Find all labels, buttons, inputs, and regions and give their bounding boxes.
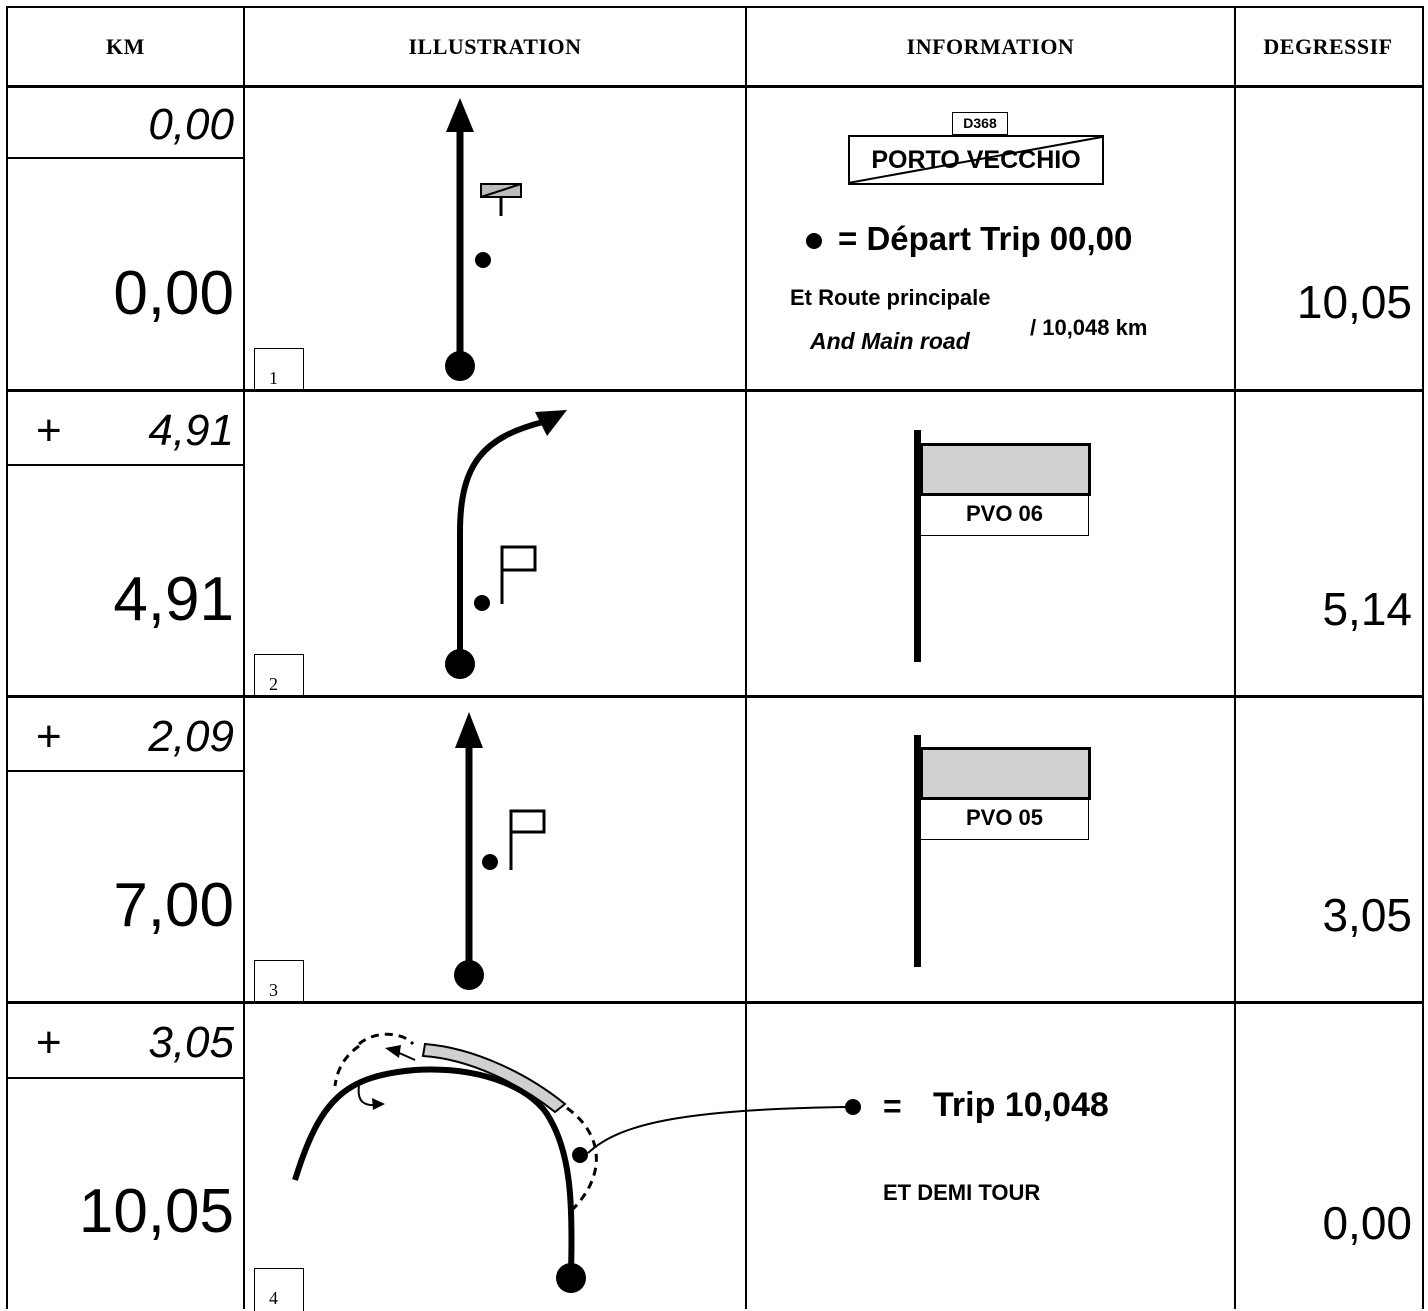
column-divider-km — [243, 6, 245, 1309]
row1-number: 1 — [269, 368, 278, 388]
row3-straight-arrow-diagram — [454, 712, 546, 990]
row1-km-separator — [6, 157, 243, 159]
row4-plus-sign: + — [36, 1018, 62, 1067]
row1-straight-arrow-diagram — [445, 98, 522, 381]
row2-right-curve-arrow-diagram — [445, 410, 567, 679]
row4-u-turn-diagram — [292, 1032, 598, 1293]
column-divider-information — [1234, 6, 1236, 1309]
row-divider-2 — [6, 695, 1422, 698]
depart-trip-text: = Départ Trip 00,00 — [838, 220, 1133, 257]
main-road-text: And Main road — [810, 328, 970, 354]
row2-sign-label-box: PVO 06 — [920, 493, 1089, 536]
row3-sign-post — [914, 735, 921, 967]
row2-sign-text: PVO 06 — [965, 501, 1044, 526]
row2-partial-distance: 4,91 — [148, 406, 234, 455]
road-number: D368 — [963, 115, 997, 131]
row2-sign-post — [914, 430, 921, 662]
row2-number-box: 2 — [254, 654, 304, 697]
trip-equal-sign: = — [883, 1088, 902, 1124]
header-degressif: DEGRESSIF — [1263, 34, 1393, 59]
row3-partial-distance: 2,09 — [148, 712, 234, 761]
row4-degressif: 0,00 — [1322, 1197, 1412, 1249]
row4-number-box: 4 — [254, 1268, 304, 1311]
row4-km-separator — [6, 1077, 243, 1079]
row1-cumulative-distance: 0,00 — [113, 259, 234, 328]
column-divider-illustration — [745, 6, 747, 1309]
roadbook-table — [6, 6, 1424, 1309]
row1-degressif: 10,05 — [1296, 276, 1412, 328]
row2-degressif: 5,14 — [1322, 583, 1412, 635]
row3-number: 3 — [269, 980, 278, 1000]
row3-cumulative-distance: 7,00 — [113, 871, 234, 940]
row3-sign-label-box: PVO 05 — [920, 797, 1089, 840]
row3-km-separator — [6, 770, 243, 772]
row2-km-separator — [6, 464, 243, 466]
row3-plus-sign: + — [36, 712, 62, 761]
row4-number: 4 — [269, 1288, 278, 1308]
header-km: KM — [106, 34, 145, 59]
route-principale-text: Et Route principale — [790, 285, 991, 310]
crossed-out-line — [848, 136, 1103, 184]
row-divider-3 — [6, 1001, 1422, 1004]
row2-cumulative-distance: 4,91 — [113, 565, 234, 634]
start-bullet — [806, 233, 822, 249]
row2-plus-sign: + — [36, 406, 62, 455]
row4-cumulative-distance: 10,05 — [78, 1177, 234, 1246]
row3-number-box: 3 — [254, 960, 304, 1003]
row2-number: 2 — [269, 674, 278, 694]
row1-number-box: 1 — [254, 348, 304, 391]
road-number-sign: D368 — [952, 112, 1008, 135]
header-divider — [6, 85, 1422, 88]
row3-degressif: 3,05 — [1322, 889, 1412, 941]
header-illustration: ILLUSTRATION — [408, 34, 582, 59]
row-divider-1 — [6, 389, 1422, 392]
row1-partial-distance: 0,00 — [148, 100, 234, 149]
u-turn-instruction: ET DEMI TOUR — [883, 1180, 1041, 1205]
trip-distance-text: Trip 10,048 — [933, 1086, 1109, 1124]
header-information: INFORMATION — [906, 34, 1075, 59]
row4-partial-distance: 3,05 — [148, 1018, 234, 1067]
row3-sign-panel — [920, 747, 1091, 800]
total-distance-text: / 10,048 km — [1030, 315, 1148, 340]
row3-sign-text: PVO 05 — [965, 805, 1044, 830]
row2-sign-panel — [920, 443, 1091, 496]
trip-connector-line — [587, 1099, 861, 1154]
